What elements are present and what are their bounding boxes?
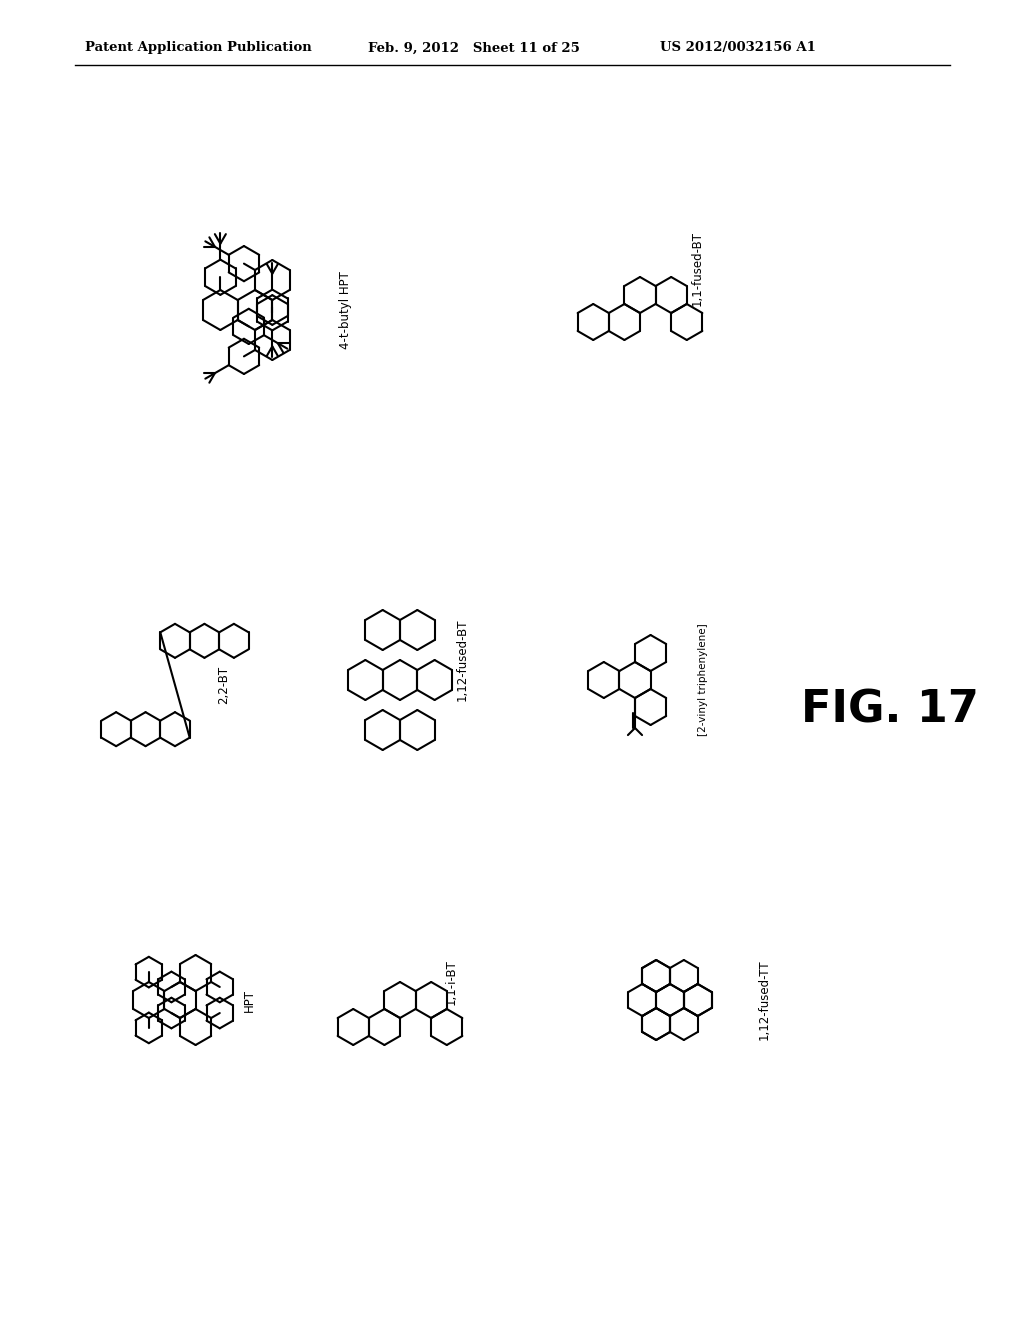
Text: FIG. 17: FIG. 17 xyxy=(801,689,979,731)
Text: 1,12-fused-TT: 1,12-fused-TT xyxy=(758,960,771,1040)
Text: HPT: HPT xyxy=(243,989,256,1011)
Text: 4-t-butyl HPT: 4-t-butyl HPT xyxy=(339,271,352,348)
Text: Feb. 9, 2012   Sheet 11 of 25: Feb. 9, 2012 Sheet 11 of 25 xyxy=(368,41,580,54)
Text: US 2012/0032156 A1: US 2012/0032156 A1 xyxy=(660,41,816,54)
Text: 1,1-i-BT: 1,1-i-BT xyxy=(445,960,458,1005)
Text: Patent Application Publication: Patent Application Publication xyxy=(85,41,311,54)
Text: 1,1-fused-BT: 1,1-fused-BT xyxy=(690,231,703,305)
Text: 2,2-BT: 2,2-BT xyxy=(217,665,230,704)
Text: 1,12-fused-BT: 1,12-fused-BT xyxy=(456,619,469,701)
Text: [2-vinyl triphenylene]: [2-vinyl triphenylene] xyxy=(698,623,708,737)
